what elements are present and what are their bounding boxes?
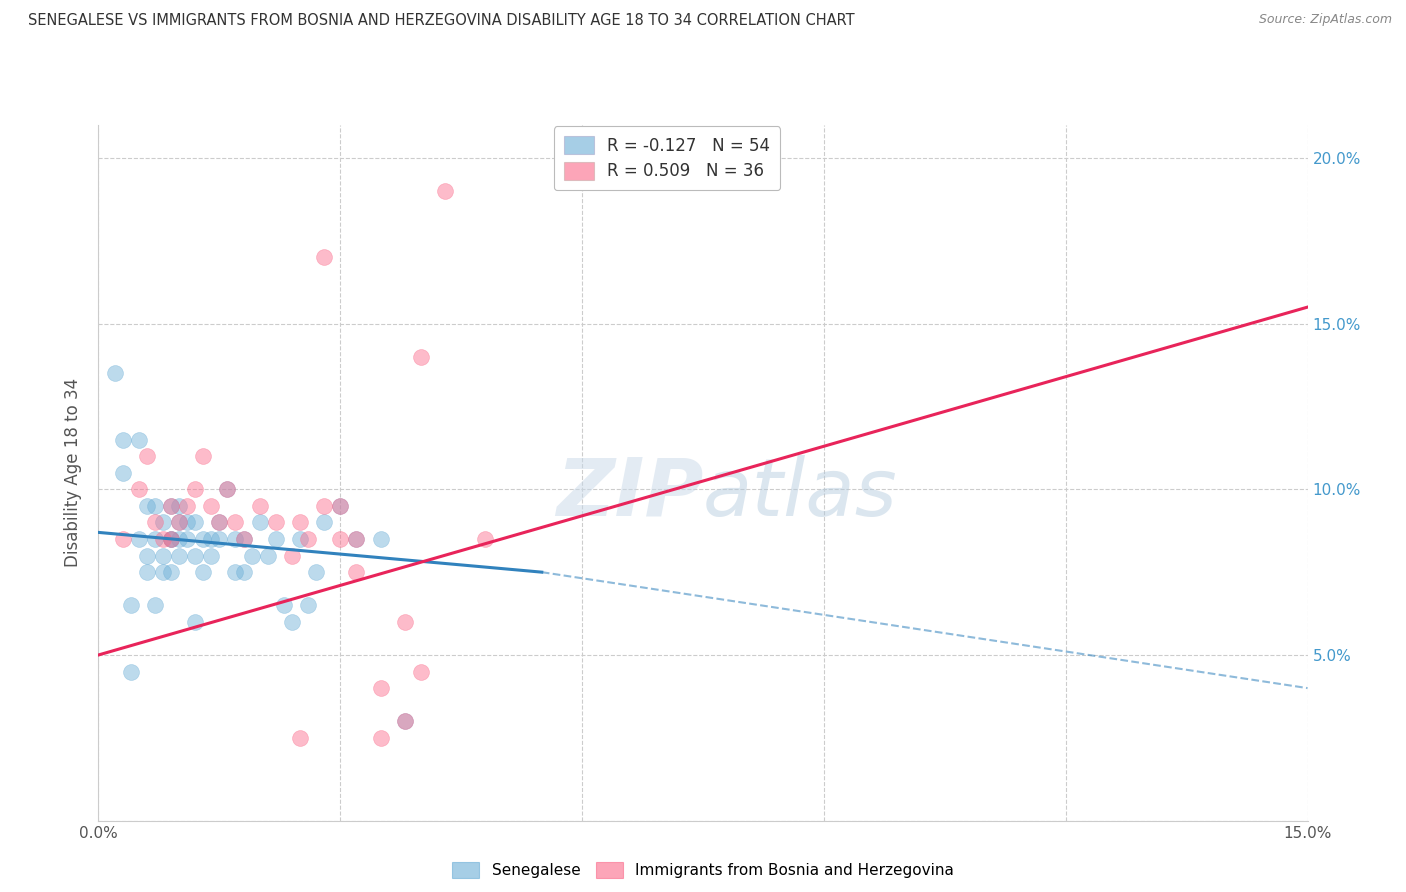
Point [143,516,166,530]
Point [394,615,416,629]
Point [111,532,134,546]
Point [288,731,311,745]
Point [167,532,190,546]
Point [176,516,198,530]
Point [184,549,207,563]
Point [160,532,183,546]
Point [281,549,304,563]
Point [297,532,319,546]
Point [111,466,134,480]
Point [217,483,239,497]
Point [240,549,263,563]
Point [273,599,295,613]
Point [167,516,190,530]
Point [167,516,190,530]
Legend: R = -0.127   N = 54, R = 0.509   N = 36: R = -0.127 N = 54, R = 0.509 N = 36 [554,127,780,190]
Point [329,532,352,546]
Point [135,565,157,579]
Point [128,433,150,447]
Text: SENEGALESE VS IMMIGRANTS FROM BOSNIA AND HERZEGOVINA DISABILITY AGE 18 TO 34 COR: SENEGALESE VS IMMIGRANTS FROM BOSNIA AND… [28,13,855,29]
Point [103,367,125,381]
Point [167,549,190,563]
Point [305,565,328,579]
Point [264,516,287,530]
Point [232,565,254,579]
Point [200,549,222,563]
Point [120,599,142,613]
Point [281,615,304,629]
Point [128,483,150,497]
Point [224,516,246,530]
Point [135,449,157,463]
Point [160,499,183,513]
Point [184,615,207,629]
Point [176,499,198,513]
Point [394,714,416,729]
Point [200,532,222,546]
Point [314,516,336,530]
Point [143,599,166,613]
Point [344,532,367,546]
Point [256,549,278,563]
Point [474,532,496,546]
Point [288,516,311,530]
Point [370,532,392,546]
Legend: Senegalese, Immigrants from Bosnia and Herzegovina: Senegalese, Immigrants from Bosnia and H… [446,856,960,884]
Point [143,499,166,513]
Point [152,532,174,546]
Point [344,565,367,579]
Point [288,532,311,546]
Point [208,516,231,530]
Point [193,532,215,546]
Point [152,516,174,530]
Point [120,665,142,679]
Point [167,499,190,513]
Point [128,532,150,546]
Point [208,516,231,530]
Point [394,714,416,729]
Point [314,499,336,513]
Point [370,681,392,695]
Point [208,532,231,546]
Point [217,483,239,497]
Point [232,532,254,546]
Text: atlas: atlas [703,455,898,533]
Point [193,449,215,463]
Point [314,251,336,265]
Point [329,499,352,513]
Point [184,483,207,497]
Point [160,532,183,546]
Point [249,499,271,513]
Point [409,350,432,364]
Point [329,499,352,513]
Point [297,599,319,613]
Point [176,532,198,546]
Point [152,549,174,563]
Point [184,516,207,530]
Point [143,532,166,546]
Point [232,532,254,546]
Point [264,532,287,546]
Point [434,184,457,198]
Point [152,565,174,579]
Point [160,499,183,513]
Point [224,532,246,546]
Point [200,499,222,513]
Text: ZIP: ZIP [555,455,703,533]
Point [224,565,246,579]
Point [135,499,157,513]
Point [160,532,183,546]
Point [370,731,392,745]
Point [193,565,215,579]
Point [249,516,271,530]
Point [409,665,432,679]
Point [160,565,183,579]
Text: Source: ZipAtlas.com: Source: ZipAtlas.com [1258,13,1392,27]
Point [344,532,367,546]
Point [135,549,157,563]
Y-axis label: Disability Age 18 to 34: Disability Age 18 to 34 [65,378,83,567]
Point [111,433,134,447]
